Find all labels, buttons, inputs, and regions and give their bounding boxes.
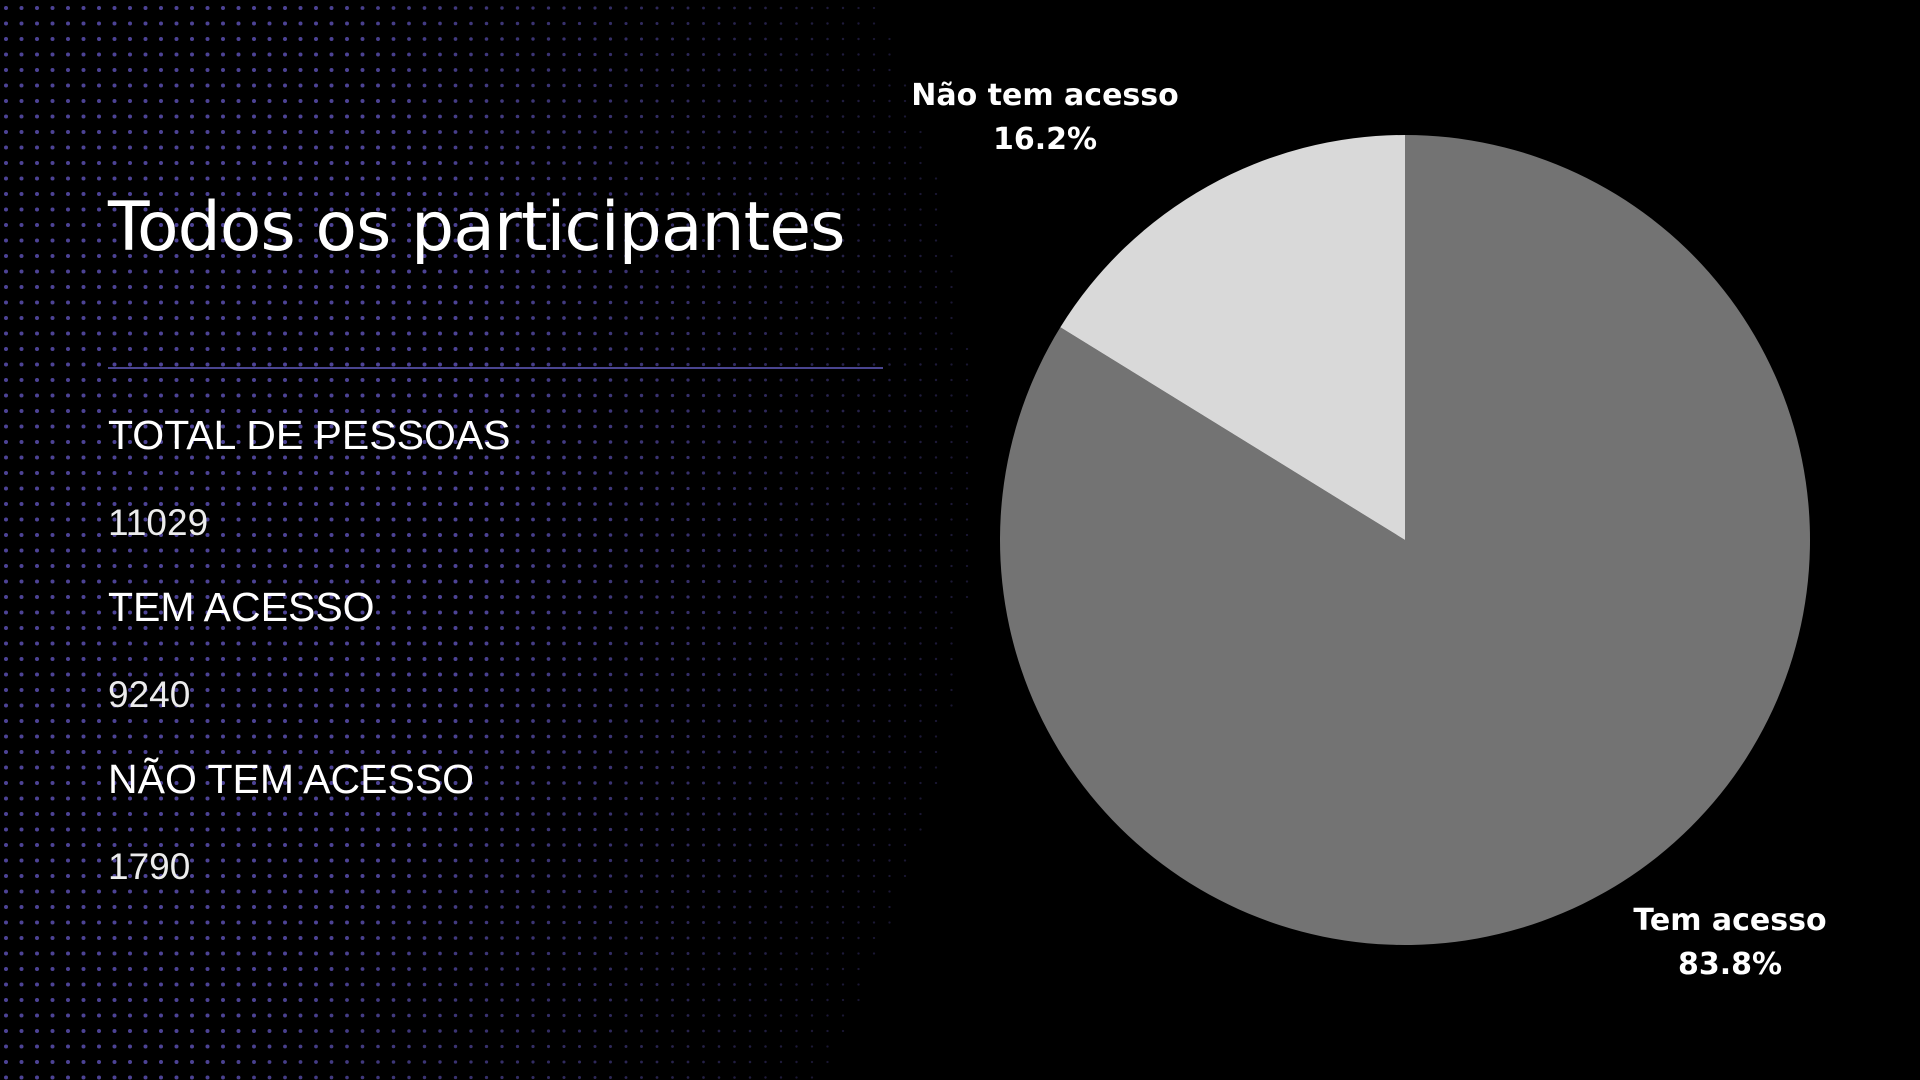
stat-value-tem-acesso: 9240 xyxy=(108,674,191,715)
divider xyxy=(108,367,883,369)
pie-label-value-nao-tem-acesso: 16.2% xyxy=(993,122,1097,157)
stat-value-nao-tem-acesso: 1790 xyxy=(108,846,191,887)
pie-slice-nao-tem-acesso xyxy=(1060,135,1405,540)
stat-value-total: 11029 xyxy=(108,502,209,543)
pie-label-name-tem-acesso: Tem acesso xyxy=(1633,903,1826,938)
pie-label-value-tem-acesso: 83.8% xyxy=(1678,947,1782,982)
stat-label-total: TOTAL DE PESSOAS xyxy=(108,412,511,458)
stat-label-nao-tem-acesso: NÃO TEM ACESSO xyxy=(108,756,475,802)
page-title: Todos os participantes xyxy=(108,188,846,267)
pie-label-name-nao-tem-acesso: Não tem acesso xyxy=(911,78,1179,113)
stat-label-tem-acesso: TEM ACESSO xyxy=(108,584,375,630)
